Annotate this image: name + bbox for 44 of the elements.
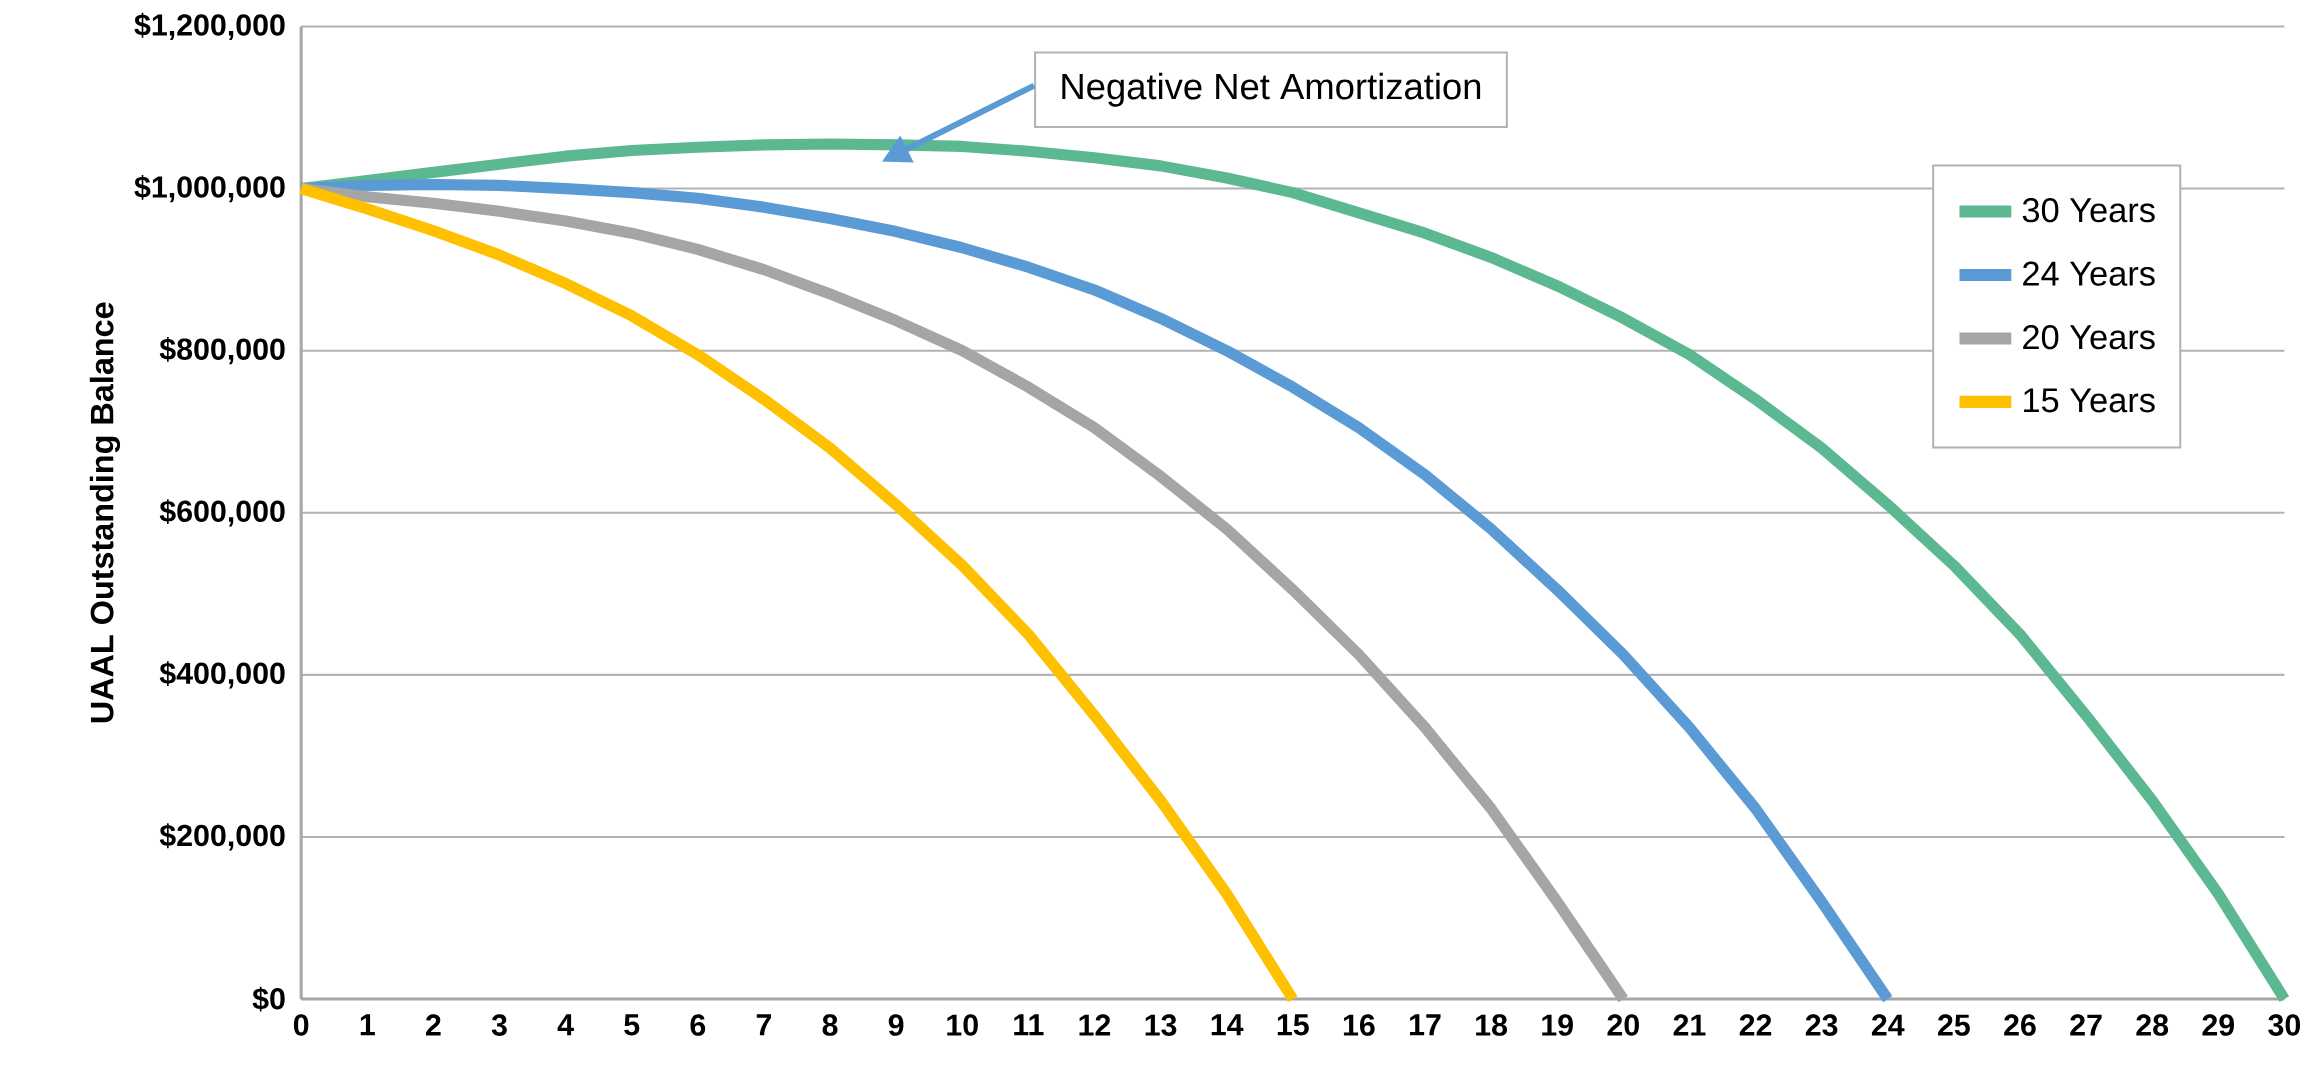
legend-label: 30 Years [2022, 198, 2155, 223]
y-tick-label: $1,200,000 [134, 12, 285, 41]
y-tick-label: $400,000 [159, 661, 285, 689]
x-tick-label: 29 [2202, 1014, 2235, 1036]
x-tick-label: 10 [947, 1014, 978, 1036]
x-tick-label: 30 [2268, 1014, 2301, 1036]
x-tick-label: 13 [1145, 1014, 1177, 1036]
x-tick-label: 5 [624, 1014, 640, 1036]
x-tick-label: 17 [1410, 1014, 1441, 1036]
x-tick-label: 24 [1871, 1014, 1905, 1036]
y-tick-label: $200,000 [159, 823, 285, 851]
x-tick-label: 2 [426, 1014, 441, 1036]
x-tick-label: 23 [1805, 1014, 1838, 1036]
y-tick-label: $1,000,000 [134, 175, 285, 203]
x-tick-label: 16 [1343, 1014, 1375, 1036]
y-tick-label: $600,000 [159, 499, 285, 527]
x-tick-label: 14 [1211, 1014, 1244, 1036]
y-tick-label: $0 [252, 986, 285, 1012]
legend-label: 24 Years [2023, 261, 2155, 286]
x-tick-label: 27 [2070, 1014, 2102, 1036]
x-tick-label: 1 [360, 1014, 375, 1036]
x-tick-label: 7 [756, 1014, 772, 1036]
x-tick-label: 3 [491, 1014, 507, 1036]
x-tick-label: 28 [2136, 1014, 2169, 1036]
x-tick-label: 0 [293, 1014, 309, 1036]
x-tick-label: 12 [1079, 1014, 1111, 1036]
x-tick-label: 4 [557, 1014, 574, 1036]
x-tick-label: 8 [822, 1014, 838, 1036]
legend-label: 15 Years [2024, 388, 2155, 413]
legend-label: 20 Years [2023, 325, 2155, 350]
y-axis-title: UAAL Outstanding Balance [89, 302, 121, 723]
x-tick-label: 9 [888, 1014, 904, 1036]
x-tick-label: 22 [1739, 1014, 1772, 1036]
y-tick-label: $800,000 [159, 337, 285, 365]
x-tick-label: 6 [690, 1014, 706, 1036]
x-tick-label: 25 [1938, 1014, 1970, 1036]
x-tick-label: 20 [1607, 1014, 1639, 1036]
x-tick-label: 21 [1673, 1014, 1706, 1036]
annotation: Negative Net Amortization [1062, 72, 1481, 107]
x-tick-label: 26 [2004, 1014, 2036, 1036]
x-tick-label: 18 [1476, 1014, 1508, 1036]
x-tick-label: 11 [1014, 1014, 1044, 1036]
x-tick-label: 19 [1542, 1014, 1573, 1036]
x-tick-label: 15 [1277, 1014, 1309, 1036]
